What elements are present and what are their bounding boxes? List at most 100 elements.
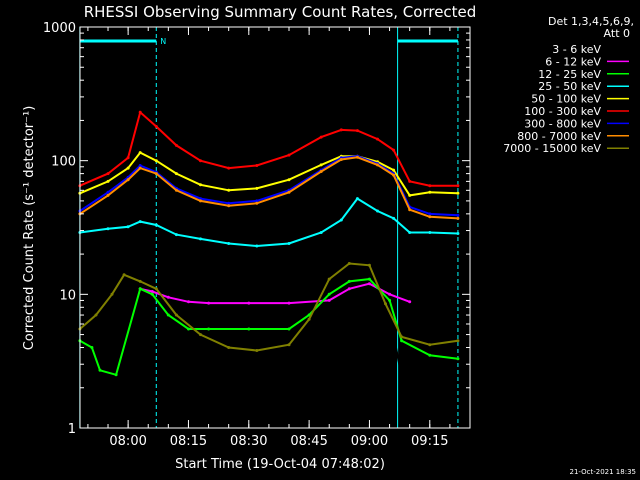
night-flag-label: N	[160, 37, 166, 46]
series-point-8-4	[138, 279, 142, 283]
series-point-3-7	[227, 242, 231, 245]
series-point-4-7	[227, 188, 231, 192]
legend-label-7: 800 - 7000 keV	[517, 130, 601, 143]
series-point-8-2	[110, 292, 114, 296]
series-point-1-3	[187, 300, 190, 304]
legend-header-line1: Det 1,3,4,5,6,9,	[548, 15, 634, 28]
series-point-1-2	[166, 295, 170, 299]
series-point-7-5	[174, 188, 178, 192]
series-point-4-4	[154, 159, 158, 163]
series-point-5-2	[126, 156, 130, 160]
series-point-8-8	[227, 346, 231, 349]
series-point-3-17	[456, 232, 460, 235]
series-point-5-13	[376, 137, 379, 141]
series-point-3-16	[428, 231, 432, 234]
x-tick-label-1: 08:15	[170, 434, 207, 449]
y-axis-label: Corrected Count Rate (s⁻¹ detector⁻¹)	[22, 106, 37, 351]
series-point-3-4	[154, 223, 158, 227]
series-point-7-17	[456, 216, 460, 220]
series-point-8-11	[307, 317, 311, 321]
series-point-8-9	[255, 349, 259, 352]
series-point-3-2	[126, 225, 130, 229]
legend-label-2: 12 - 25 keV	[538, 68, 601, 81]
series-point-7-15	[408, 208, 412, 212]
series-point-3-11	[339, 218, 343, 222]
series-line-7-0	[79, 156, 458, 220]
series-point-8-18	[456, 339, 460, 343]
series-point-3-12	[355, 197, 359, 201]
series-point-0-10	[287, 386, 291, 390]
series-point-0-6	[207, 346, 211, 349]
x-tick-label-3: 08:45	[290, 434, 327, 449]
series-point-6-7	[227, 201, 231, 205]
series-point-8-13	[347, 262, 351, 265]
series-point-7-13	[376, 163, 379, 167]
series-point-4-10	[319, 163, 323, 167]
series-point-2-12	[327, 292, 331, 296]
legend-label-0: 3 - 6 keV	[552, 43, 601, 56]
series-point-3-6	[199, 237, 202, 241]
series-line-1-0	[139, 282, 411, 305]
series-point-4-1	[106, 179, 110, 183]
series-point-2-1	[90, 346, 94, 349]
series-point-7-6	[199, 199, 202, 203]
series-point-7-16	[428, 215, 432, 219]
series-point-2-15	[388, 298, 392, 302]
series-point-5-11	[339, 128, 343, 132]
series-point-2-13	[347, 279, 351, 283]
series-point-1-4	[207, 301, 211, 305]
series-point-7-14	[392, 173, 396, 177]
series-point-1-10	[388, 292, 392, 296]
series-point-8-12	[327, 277, 331, 281]
series-point-6-3	[138, 164, 142, 167]
series-point-8-1	[94, 313, 98, 317]
legend-label-6: 300 - 800 keV	[524, 117, 601, 130]
legend-label-1: 6 - 12 keV	[545, 55, 601, 68]
series-point-1-8	[347, 287, 351, 291]
series-line-5-0	[79, 110, 458, 187]
series-point-0-3	[146, 339, 150, 343]
generation-timestamp: 21-Oct-2021 18:35	[570, 468, 636, 476]
series-point-0-8	[247, 380, 251, 384]
series-line-4-0	[79, 151, 458, 197]
series-point-0-7	[227, 359, 231, 362]
series-point-0-16	[408, 415, 412, 419]
series-point-5-15	[408, 179, 412, 183]
series-point-8-15	[384, 302, 387, 306]
series-point-7-12	[355, 155, 359, 159]
series-point-5-7	[227, 166, 231, 170]
series-point-4-6	[199, 183, 202, 187]
series-point-4-2	[126, 166, 130, 170]
series-point-1-9	[367, 282, 371, 286]
series-point-1-11	[408, 300, 412, 304]
series-point-3-9	[287, 242, 291, 245]
series-point-1-5	[247, 301, 251, 305]
series-point-2-18	[456, 357, 460, 361]
series-point-0-12	[327, 339, 331, 343]
series-point-2-8	[207, 327, 211, 331]
series-point-7-4	[154, 172, 158, 176]
series-point-8-7	[199, 333, 202, 337]
series-point-7-1	[106, 193, 110, 197]
series-point-8-14	[367, 263, 371, 267]
y-tick-label-0: 1	[68, 422, 76, 437]
series-line-2-0	[79, 278, 459, 377]
series-point-0-4	[166, 343, 170, 347]
series-point-5-17	[456, 184, 460, 188]
series-point-7-10	[319, 170, 323, 173]
series-point-2-3	[114, 373, 118, 377]
series-point-5-16	[428, 184, 432, 188]
series-point-0-5	[187, 341, 190, 345]
series-point-6-16	[428, 212, 432, 216]
series-point-4-5	[174, 172, 178, 176]
series-point-2-9	[247, 327, 251, 331]
x-tick-label-4: 09:00	[351, 434, 388, 449]
series-point-2-10	[287, 327, 291, 331]
series-point-5-9	[287, 153, 291, 157]
series-point-3-10	[319, 231, 323, 234]
series-point-5-6	[199, 159, 202, 163]
x-axis-label: Start Time (19-Oct-04 07:48:02)	[175, 457, 385, 472]
series-point-8-5	[154, 287, 158, 291]
